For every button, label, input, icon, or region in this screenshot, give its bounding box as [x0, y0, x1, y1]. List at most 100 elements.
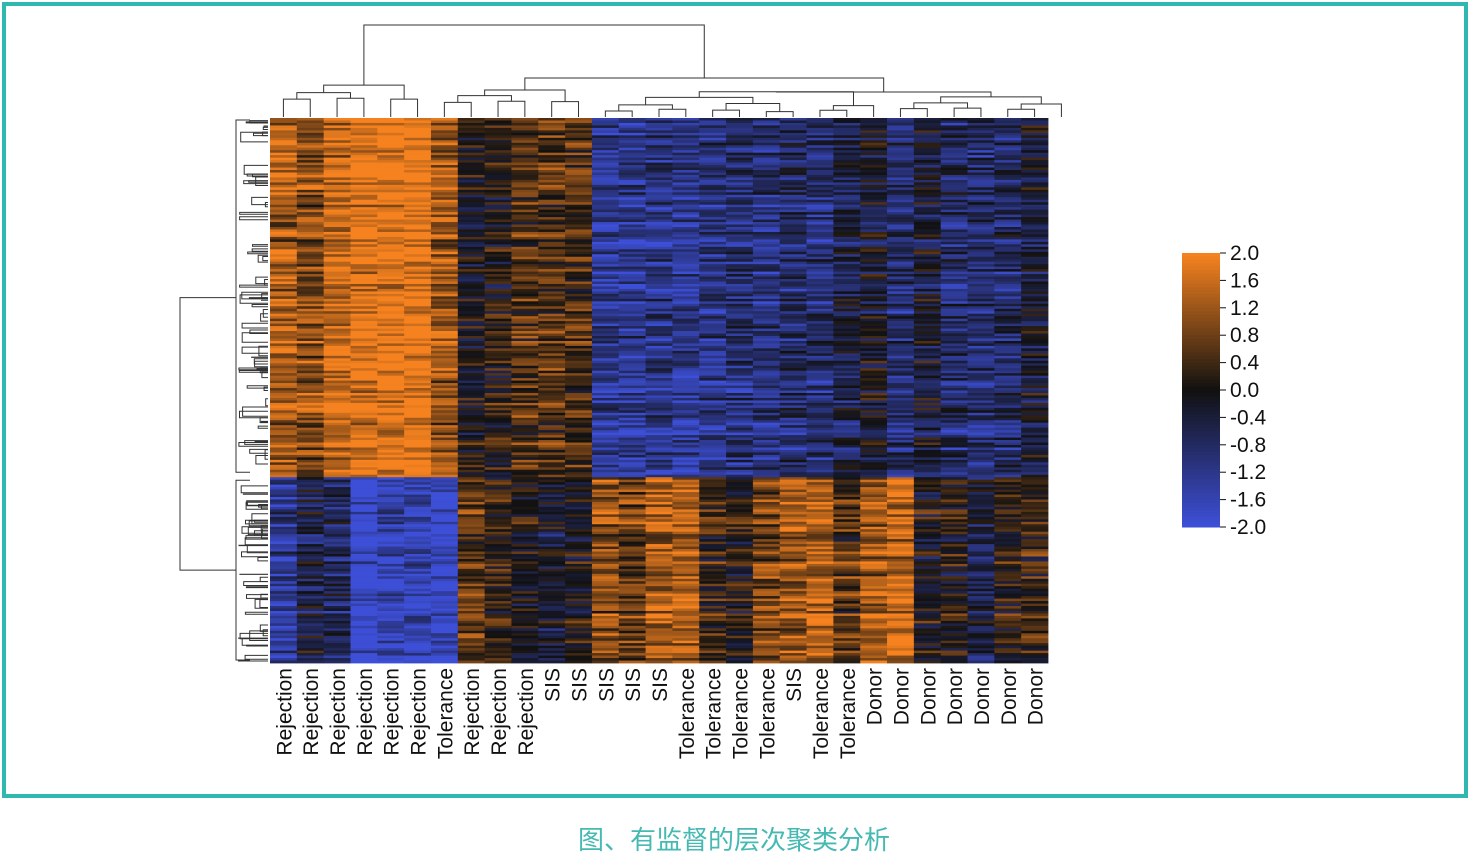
heatmap-cell	[618, 336, 646, 339]
heatmap-cell	[994, 345, 1022, 349]
heatmap-cell	[1021, 150, 1049, 154]
heatmap-cell	[752, 437, 781, 441]
heatmap-cell	[511, 474, 539, 478]
heatmap-cell	[618, 204, 646, 208]
heatmap-cell	[484, 162, 512, 166]
heatmap-cell	[323, 326, 351, 329]
heatmap-cell	[645, 316, 673, 320]
heatmap-cell	[377, 281, 405, 285]
heatmap-cell	[565, 407, 593, 411]
heatmap-cell	[994, 132, 1022, 136]
heatmap-cell	[404, 499, 432, 503]
heatmap-cell	[1021, 308, 1049, 312]
heatmap-cell	[591, 160, 620, 163]
heatmap-cell	[779, 405, 807, 409]
heatmap-cell	[672, 279, 700, 282]
heatmap-cell	[779, 447, 807, 451]
heatmap-cell	[511, 177, 539, 181]
heatmap-cell	[591, 331, 620, 334]
heatmap-cell	[591, 353, 620, 357]
heatmap-cell	[779, 160, 807, 163]
heatmap-cell	[672, 474, 700, 478]
heatmap-cell	[457, 207, 486, 211]
heatmap-cell	[726, 288, 754, 292]
heatmap-cell	[484, 336, 512, 339]
heatmap-cell	[538, 229, 566, 233]
heatmap-cell	[994, 365, 1022, 369]
heatmap-cell	[1021, 477, 1049, 481]
heatmap-cell	[1021, 509, 1049, 513]
heatmap-cell	[752, 155, 781, 159]
heatmap-cell	[779, 383, 807, 386]
heatmap-cell	[672, 462, 700, 466]
heatmap-cell	[672, 482, 700, 486]
heatmap-cell	[350, 256, 378, 260]
heatmap-cell	[994, 479, 1022, 483]
heatmap-cell	[726, 378, 754, 381]
heatmap-cell	[377, 236, 405, 240]
heatmap-cell	[591, 328, 620, 332]
heatmap-cell	[296, 249, 325, 253]
heatmap-cell	[430, 462, 459, 466]
heatmap-cell	[1021, 174, 1049, 178]
heatmap-cell	[833, 479, 861, 483]
heatmap-cell	[457, 489, 486, 493]
heatmap-cell	[860, 172, 888, 176]
heatmap-cell	[994, 412, 1022, 416]
heatmap-cell	[887, 192, 915, 196]
heatmap-cell	[994, 452, 1022, 456]
heatmap-cell	[645, 526, 673, 530]
heatmap-cell	[806, 125, 834, 129]
heatmap-cell	[779, 246, 807, 250]
heatmap-cell	[511, 301, 539, 305]
heatmap-cell	[699, 298, 727, 302]
heatmap-cell	[430, 519, 459, 523]
heatmap-cell	[699, 501, 727, 505]
heatmap-cell	[699, 323, 727, 327]
heatmap-cell	[618, 484, 646, 488]
heatmap-cell	[404, 172, 432, 176]
heatmap-cell	[296, 459, 325, 463]
heatmap-cell	[377, 388, 405, 391]
heatmap-cell	[1021, 189, 1049, 193]
heatmap-cell	[484, 152, 512, 156]
heatmap-cell	[913, 457, 942, 461]
heatmap-cell	[806, 509, 834, 513]
heatmap-cell	[565, 432, 593, 436]
heatmap-cell	[940, 343, 968, 347]
heatmap-cell	[591, 499, 620, 503]
heatmap-cell	[887, 204, 915, 208]
heatmap-cell	[806, 214, 834, 218]
heatmap-cell	[430, 140, 459, 144]
heatmap-cell	[833, 172, 861, 176]
heatmap-cell	[645, 281, 673, 285]
heatmap-cell	[377, 412, 405, 416]
heatmap-cell	[913, 120, 942, 124]
heatmap-cell	[994, 162, 1022, 166]
heatmap-cell	[350, 442, 378, 446]
heatmap-cell	[645, 487, 673, 490]
heatmap-cell	[726, 432, 754, 436]
heatmap-cell	[270, 326, 298, 329]
heatmap-cell	[565, 256, 593, 260]
heatmap-cell	[538, 274, 566, 277]
heatmap-cell	[967, 425, 995, 429]
heatmap-cell	[296, 407, 325, 411]
heatmap-cell	[323, 484, 351, 488]
heatmap-cell	[726, 484, 754, 488]
heatmap-cell	[1021, 333, 1049, 337]
heatmap-cell	[887, 236, 915, 240]
heatmap-cell	[377, 172, 405, 176]
heatmap-cell	[457, 355, 486, 359]
heatmap-cell	[860, 170, 888, 173]
heatmap-cell	[484, 331, 512, 334]
heatmap-cell	[484, 326, 512, 329]
heatmap-cell	[806, 358, 834, 362]
heatmap-cell	[994, 249, 1022, 253]
heatmap-cell	[511, 397, 539, 401]
heatmap-cell	[940, 150, 968, 154]
heatmap-cell	[994, 437, 1022, 441]
heatmap-cell	[887, 177, 915, 181]
heatmap-cell	[323, 301, 351, 305]
heatmap-cell	[538, 497, 566, 500]
